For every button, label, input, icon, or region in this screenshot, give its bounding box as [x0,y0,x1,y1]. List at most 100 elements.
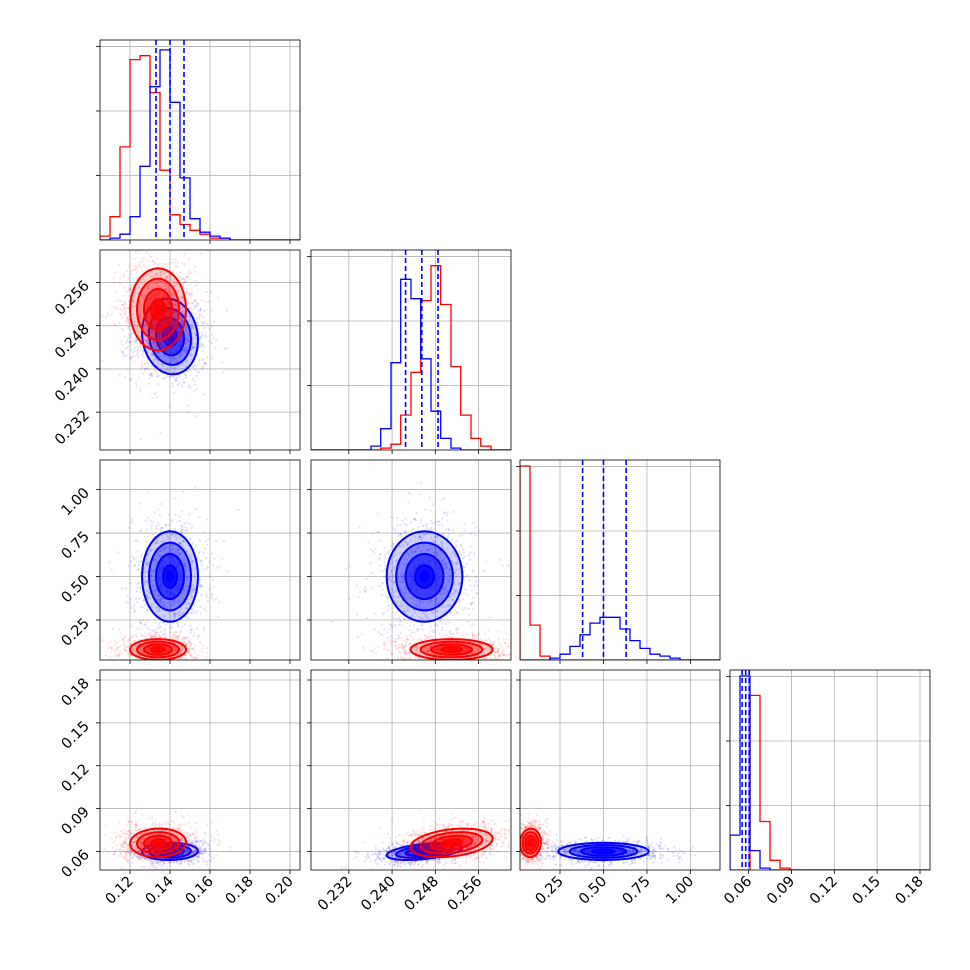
scatter-point-blue [418,536,421,539]
scatter-point-blue [192,327,195,330]
scatter-point-blue [427,548,430,552]
scatter-point-blue [148,632,151,635]
scatter-point-blue [151,533,154,536]
scatter-point-red [173,335,176,338]
scatter-point-red [140,315,143,318]
scatter-point-red [506,638,509,641]
scatter-point-blue [413,517,416,521]
scatter-point-red [191,628,194,631]
scatter-point-blue [438,619,441,622]
scatter-point-red [138,664,140,666]
scatter-point-blue [463,529,466,532]
scatter-point-red [386,657,389,660]
scatter-point-blue [182,540,185,543]
scatter-point-red [150,351,153,355]
scatter-point-blue [383,560,386,563]
scatter-point-blue [204,556,208,560]
scatter-point-blue [151,589,154,592]
scatter-point-red [172,302,175,305]
scatter-point-red [174,358,177,361]
scatter-point-blue [139,330,142,333]
scatter-point-red [164,332,168,335]
scatter-point-blue [190,323,193,326]
scatter-point-blue [185,530,188,533]
scatter-point-red [174,371,177,374]
scatter-point-red [107,314,110,317]
scatter-point-red [369,650,372,653]
scatter-point-blue [193,587,196,590]
scatter-point-red [121,637,124,641]
scatter-point-red [153,634,156,637]
scatter-point-red [497,649,500,652]
scatter-point-red [178,322,181,325]
scatter-point-blue [200,342,204,345]
scatter-point-blue [185,521,189,525]
scatter-point-blue [441,560,444,563]
scatter-point-red [182,658,185,660]
scatter-point-blue [384,563,387,566]
scatter-point-blue [394,529,397,532]
scatter-point-red [166,339,169,342]
scatter-point-blue [424,532,427,535]
scatter-point-red [170,635,173,638]
scatter-point-red [134,633,138,636]
scatter-point-red [131,635,134,639]
scatter-point-blue [162,526,165,529]
scatter-point-red [133,268,136,271]
scatter-point-red [471,633,474,637]
scatter-point-red [418,650,421,653]
scatter-point-blue [153,589,156,592]
scatter-point-red [190,289,193,292]
scatter-point-red [188,638,191,642]
scatter-point-blue [403,530,406,534]
scatter-point-blue [434,600,437,603]
scatter-point-red [133,647,136,650]
scatter-point-red [171,336,175,339]
scatter-point-blue [144,367,147,371]
scatter-point-blue [159,281,162,284]
scatter-point-red [160,270,163,273]
scatter-point-blue [174,366,178,370]
scatter-point-blue [407,542,410,545]
scatter-point-blue [148,377,151,380]
scatter-point-red [162,345,165,348]
scatter-point-blue [454,589,457,592]
scatter-point-blue [426,532,429,535]
scatter-point-blue [174,303,177,306]
scatter-point-red [176,288,179,291]
scatter-point-red [157,356,161,359]
scatter-point-blue [215,566,218,569]
scatter-point-blue [202,626,205,629]
scatter-point-red [178,289,181,292]
scatter-point-blue [156,553,159,556]
scatter-point-red [133,667,135,669]
scatter-point-blue [169,549,172,552]
scatter-point-blue [426,527,429,530]
scatter-point-red [494,651,497,654]
scatter-point-blue [198,317,201,320]
scatter-point-red [498,654,501,658]
scatter-point-blue [400,575,404,578]
scatter-point-blue [417,603,420,607]
scatter-point-blue [462,557,465,560]
scatter-point-red [110,665,112,667]
scatter-point-blue [198,539,202,542]
scatter-point-red [192,657,195,660]
scatter-point-blue [176,549,179,552]
scatter-point-blue [127,299,130,302]
scatter-point-blue [178,553,181,557]
scatter-point-red [125,320,128,323]
scatter-point-red [146,634,149,637]
scatter-point-red [200,642,203,645]
scatter-point-red [171,661,173,663]
scatter-point-blue [170,375,173,378]
scatter-point-blue [373,612,376,615]
scatter-point-red [182,277,185,280]
scatter-point-red [113,649,117,652]
scatter-point-blue [420,536,423,539]
scatter-point-red [175,646,178,650]
scatter-point-blue [182,349,185,352]
scatter-point-red [476,649,479,652]
scatter-point-red [179,271,182,274]
scatter-point-red [418,650,421,653]
